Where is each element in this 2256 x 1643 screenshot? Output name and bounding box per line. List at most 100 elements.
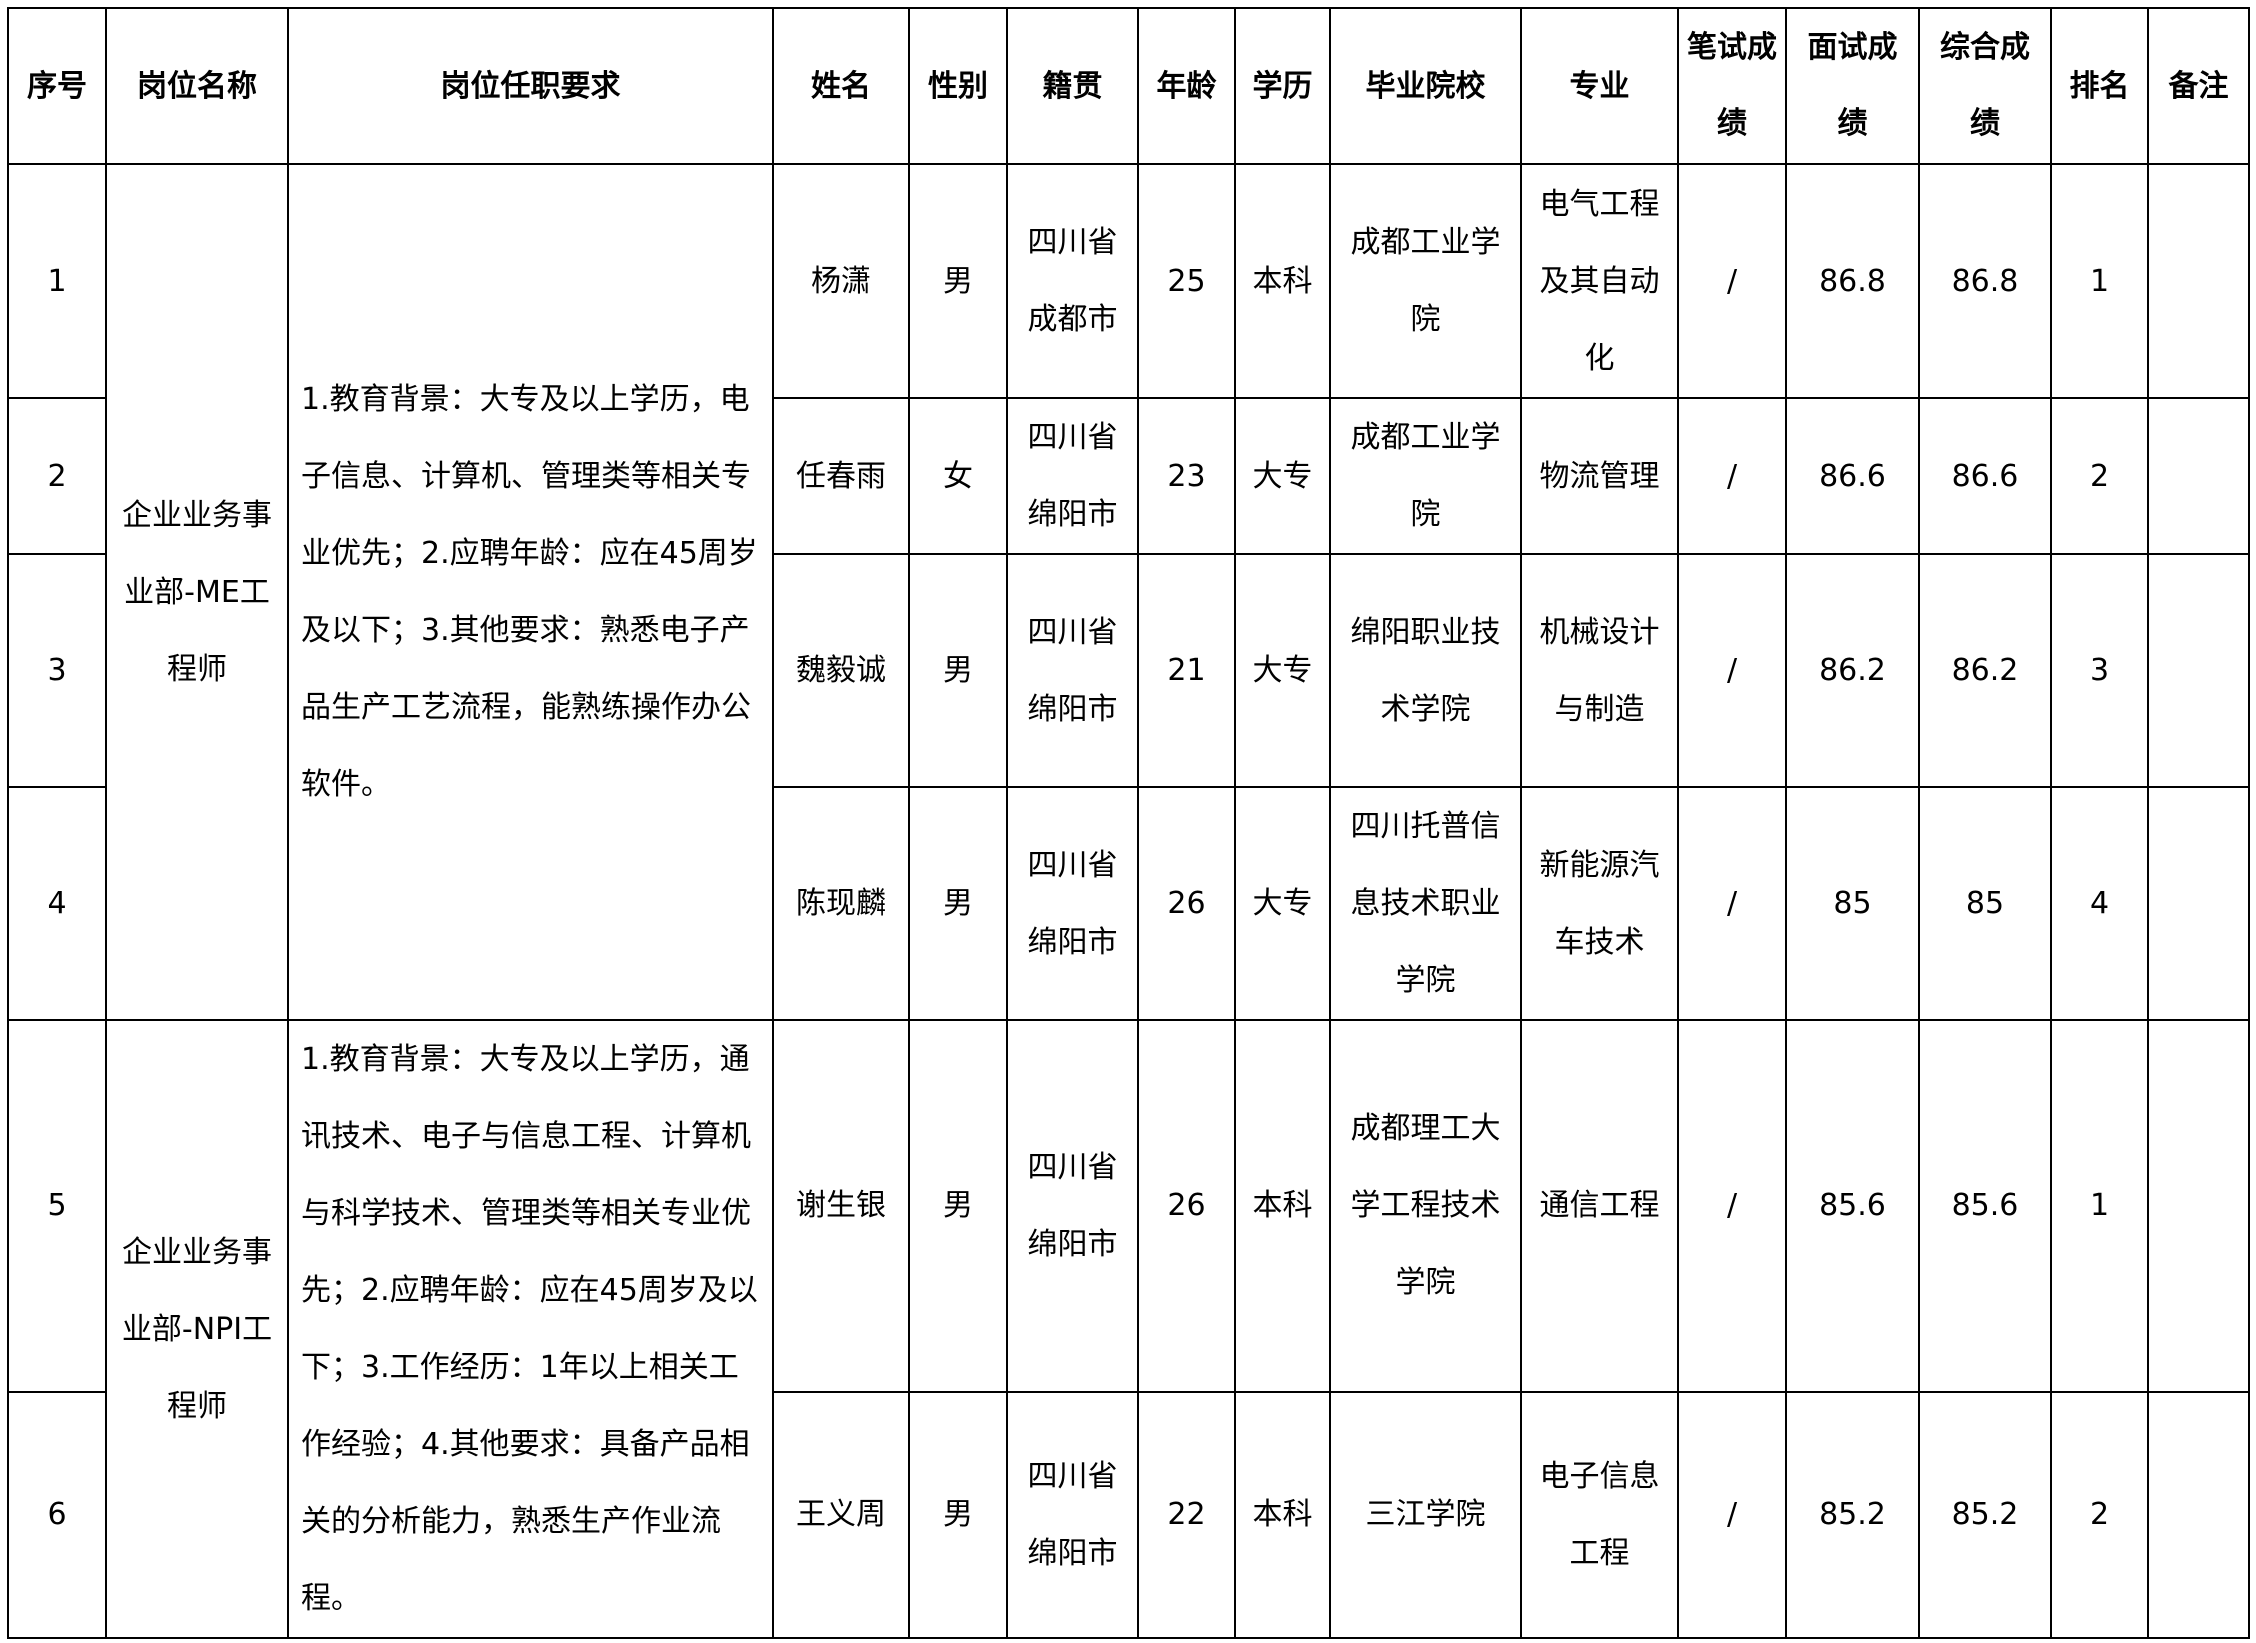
major: 电气工程及其自动化 <box>1520 163 1679 399</box>
candidate-name: 王义周 <box>772 1390 910 1640</box>
header-name: 姓名 <box>772 7 910 165</box>
written-score: / <box>1677 553 1787 788</box>
age: 26 <box>1137 786 1236 1021</box>
origin: 四川省绵阳市 <box>1006 1019 1139 1393</box>
interview-score: 85.6 <box>1785 1019 1920 1393</box>
gender: 男 <box>908 1390 1008 1640</box>
major: 电子信息工程 <box>1520 1390 1679 1640</box>
origin: 四川省绵阳市 <box>1006 1390 1139 1640</box>
school: 成都工业学院 <box>1329 163 1522 399</box>
age: 23 <box>1137 397 1236 555</box>
header-requirements: 岗位任职要求 <box>287 7 774 165</box>
table-row: 2 任春雨女四川省绵阳市 23 大专 成都工业学院 物流管理/86.6 86.6 2 <box>7 397 2250 555</box>
total-score: 86.8 <box>1918 163 2052 399</box>
header-row: 序号 岗位名称 岗位任职要求 姓名 性别 籍贯 年龄 学历 毕业院校 专业 笔试… <box>7 7 2250 165</box>
header-total-score: 综合成绩 <box>1918 7 2052 165</box>
row-no: 3 <box>7 553 107 788</box>
school: 四川托普信息技术职业学院 <box>1329 786 1522 1021</box>
age: 26 <box>1137 1019 1236 1393</box>
position-requirements: 1.教育背景：大专及以上学历，电子信息、计算机、管理类等相关专业优先；2.应聘年… <box>287 163 774 1021</box>
candidate-name: 魏毅诚 <box>772 553 910 788</box>
table-row: 5 企业业务事业部-NPI工程师 1.教育背景：大专及以上学历，通讯技术、电子与信息… <box>7 1019 2250 1639</box>
position-name: 企业业务事业部-ME工程师 <box>105 163 289 1021</box>
major: 物流管理 <box>1520 397 1679 555</box>
gender: 男 <box>908 553 1008 788</box>
age: 22 <box>1137 1390 1236 1640</box>
table-row: 4 陈现麟男四川省绵阳市 26 大专 四川托普信息技术职业学院 新能源汽车技术/85 85 4 <box>7 786 2250 1021</box>
gender: 男 <box>908 1019 1008 1393</box>
header-major: 专业 <box>1520 7 1679 165</box>
row-no: 6 <box>7 1390 107 1640</box>
written-score: / <box>1677 1390 1787 1640</box>
rank: 2 <box>2050 1390 2149 1640</box>
row-no: 5 <box>7 1019 107 1393</box>
origin: 四川省成都市 <box>1006 163 1139 399</box>
rank: 1 <box>2050 1019 2149 1393</box>
total-score: 85 <box>1918 786 2052 1021</box>
major: 通信工程 <box>1520 1019 1679 1393</box>
note <box>2147 397 2250 555</box>
school: 成都工业学院 <box>1329 397 1522 555</box>
total-score: 85.6 <box>1918 1019 2052 1393</box>
written-score: / <box>1677 1019 1787 1393</box>
major: 新能源汽车技术 <box>1520 786 1679 1021</box>
rank: 1 <box>2050 163 2149 399</box>
education: 大专 <box>1234 397 1331 555</box>
gender: 女 <box>908 397 1008 555</box>
header-age: 年龄 <box>1137 7 1236 165</box>
note <box>2147 1390 2250 1640</box>
position-requirements: 1.教育背景：大专及以上学历，通讯技术、电子与信息工程、计算机与科学技术、管理类… <box>287 1019 774 1639</box>
gender: 男 <box>908 163 1008 399</box>
interview-score: 86.2 <box>1785 553 1920 788</box>
header-school: 毕业院校 <box>1329 7 1522 165</box>
header-gender: 性别 <box>908 7 1008 165</box>
header-education: 学历 <box>1234 7 1331 165</box>
education: 本科 <box>1234 1019 1331 1393</box>
education: 大专 <box>1234 786 1331 1021</box>
note <box>2147 1019 2250 1393</box>
note <box>2147 163 2250 399</box>
rank: 2 <box>2050 397 2149 555</box>
table-row: 3 魏毅诚男四川省绵阳市 21 大专 绵阳职业技术学院 机械设计与制造/86.2 86.2 3 <box>7 553 2250 788</box>
education: 大专 <box>1234 553 1331 788</box>
gender: 男 <box>908 786 1008 1021</box>
education: 本科 <box>1234 1390 1331 1640</box>
interview-score: 86.8 <box>1785 163 1920 399</box>
header-note: 备注 <box>2147 7 2250 165</box>
origin: 四川省绵阳市 <box>1006 553 1139 788</box>
row-no: 1 <box>7 163 107 399</box>
table-row: 6 王义周男四川省绵阳市 22 本科 三江学院 电子信息工程/85.2 85.2 2 <box>7 1390 2250 1640</box>
total-score: 86.2 <box>1918 553 2052 788</box>
age: 21 <box>1137 553 1236 788</box>
written-score: / <box>1677 397 1787 555</box>
header-rank: 排名 <box>2050 7 2149 165</box>
header-written-score: 笔试成绩 <box>1677 7 1787 165</box>
age: 25 <box>1137 163 1236 399</box>
table-row: 1 企业业务事业部-ME工程师 1.教育背景：大专及以上学历，电子信息、计算机、管理… <box>7 163 2250 1021</box>
major: 机械设计与制造 <box>1520 553 1679 788</box>
rank: 4 <box>2050 786 2149 1021</box>
candidate-name: 谢生银 <box>772 1019 910 1393</box>
candidate-table: 序号 岗位名称 岗位任职要求 姓名 性别 籍贯 年龄 学历 毕业院校 专业 笔试… <box>7 7 2250 1640</box>
position-name: 企业业务事业部-NPI工程师 <box>105 1019 289 1639</box>
education: 本科 <box>1234 163 1331 399</box>
header-position: 岗位名称 <box>105 7 289 165</box>
interview-score: 85.2 <box>1785 1390 1920 1640</box>
school: 绵阳职业技术学院 <box>1329 553 1522 788</box>
row-no: 4 <box>7 786 107 1021</box>
row-no: 2 <box>7 397 107 555</box>
candidate-name: 陈现麟 <box>772 786 910 1021</box>
note <box>2147 553 2250 788</box>
origin: 四川省绵阳市 <box>1006 786 1139 1021</box>
total-score: 85.2 <box>1918 1390 2052 1640</box>
note <box>2147 786 2250 1021</box>
header-interview-score: 面试成绩 <box>1785 7 1920 165</box>
written-score: / <box>1677 163 1787 399</box>
candidate-name: 杨潇 <box>772 163 910 399</box>
total-score: 86.6 <box>1918 397 2052 555</box>
school: 三江学院 <box>1329 1390 1522 1640</box>
interview-score: 85 <box>1785 786 1920 1021</box>
origin: 四川省绵阳市 <box>1006 397 1139 555</box>
written-score: / <box>1677 786 1787 1021</box>
header-origin: 籍贯 <box>1006 7 1139 165</box>
